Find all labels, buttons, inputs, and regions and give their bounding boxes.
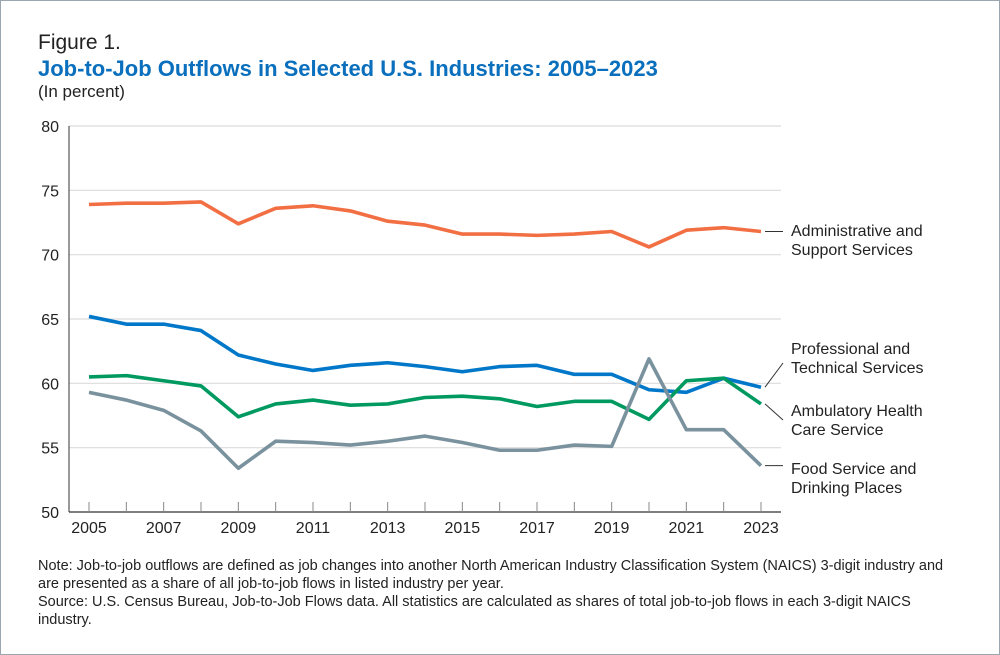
x-tick-label: 2015 [445, 520, 481, 537]
series-label: Care Service [791, 422, 884, 439]
x-tick-label: 2021 [669, 520, 705, 537]
series-label: Administrative and [791, 223, 923, 240]
x-tick-label: 2023 [743, 520, 779, 537]
chart-subtitle: (In percent) [38, 82, 125, 101]
leader-line [764, 362, 784, 388]
x-tick-label: 2017 [519, 520, 555, 537]
series-line [88, 200, 762, 249]
x-tick-label: 2011 [296, 520, 331, 537]
series-label: Drinking Places [791, 480, 902, 497]
x-tick-label: 2013 [370, 520, 406, 537]
series-line [88, 357, 763, 471]
x-tick-label: 2005 [71, 520, 107, 537]
y-tick-label: 80 [41, 119, 59, 136]
notes: Note: Job-to-job outflows are defined as… [38, 557, 968, 629]
series-label: Support Services [791, 242, 913, 259]
series-label: Technical Services [791, 360, 924, 377]
y-tick-label: 50 [41, 505, 59, 522]
y-tick-label: 60 [41, 376, 59, 393]
x-tick-label: 2019 [594, 520, 630, 537]
series-label: Professional and [791, 341, 910, 358]
figure-label: Figure 1. [38, 31, 121, 54]
y-tick-label: 65 [41, 312, 59, 329]
chart-title: Job-to-Job Outflows in Selected U.S. Ind… [38, 56, 658, 81]
source-text: Source: U.S. Census Bureau, Job-to-Job F… [38, 594, 911, 628]
leader-line [764, 403, 784, 421]
note-text: Note: Job-to-job outflows are defined as… [38, 558, 944, 592]
y-tick-label: 55 [41, 441, 59, 458]
series-label: Ambulatory Health [791, 403, 923, 420]
y-tick-label: 70 [41, 248, 59, 265]
series-label: Food Service and [791, 461, 916, 478]
x-tick-label: 2007 [146, 520, 182, 537]
y-tick-label: 75 [41, 183, 59, 200]
x-tick-label: 2009 [221, 520, 257, 537]
